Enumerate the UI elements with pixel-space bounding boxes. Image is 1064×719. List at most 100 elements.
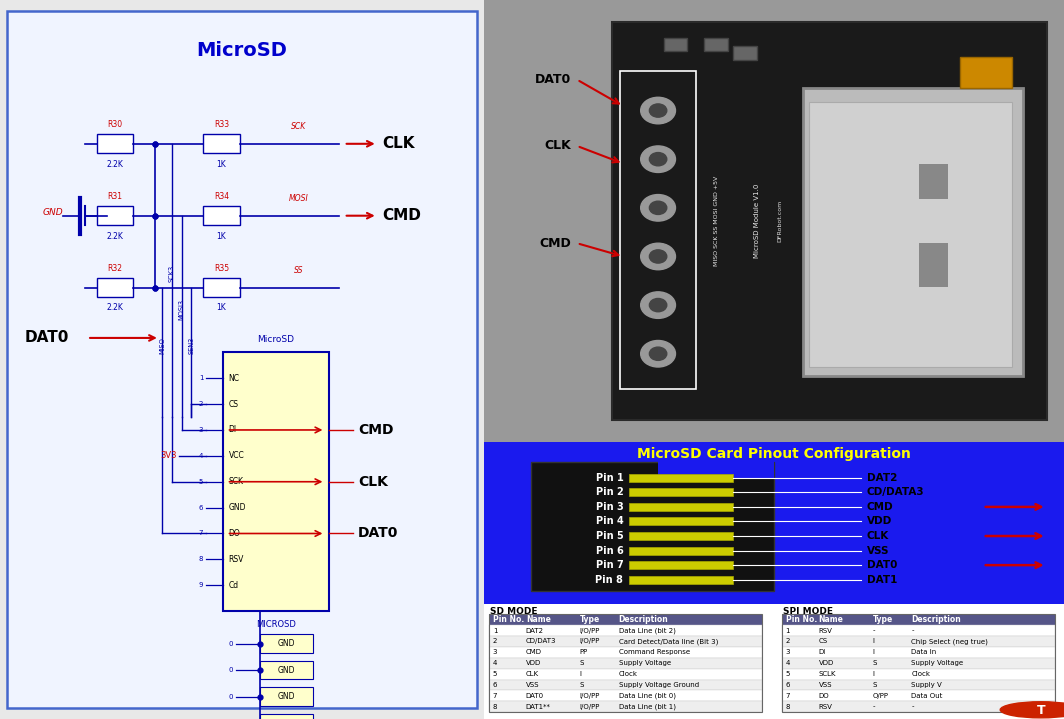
Text: Pin 3: Pin 3 [596,502,624,512]
Circle shape [649,249,667,263]
Bar [260,714,313,719]
Text: DAT0: DAT0 [24,331,68,345]
Text: MicroSD Card Pinout Configuration: MicroSD Card Pinout Configuration [637,446,911,460]
Text: DO: DO [818,693,829,699]
Text: Description: Description [912,615,961,624]
Text: VSS: VSS [818,682,832,688]
Text: I/O/PP: I/O/PP [580,638,600,644]
Text: 1: 1 [493,628,497,633]
Text: 7: 7 [199,531,203,536]
Bar [629,503,733,511]
Text: Pin 6: Pin 6 [596,546,624,556]
Text: 8: 8 [493,704,497,710]
Bar [803,88,1024,376]
Bar [488,701,763,712]
Text: DAT0: DAT0 [867,560,897,570]
Bar [488,658,763,669]
Bar [629,532,733,540]
Text: VSS: VSS [526,682,539,688]
Bar [629,561,733,569]
Text: 6: 6 [785,682,791,688]
Bar [919,164,948,199]
Bar [488,614,763,626]
Text: 9: 9 [199,582,203,588]
Text: -: - [912,704,914,710]
Text: 8: 8 [199,557,203,562]
Text: DAT1**: DAT1** [526,704,551,710]
Bar [260,634,313,653]
Text: Data Line (bit 2): Data Line (bit 2) [618,628,676,634]
Circle shape [649,152,667,166]
Text: Supply Voltage: Supply Voltage [618,660,670,667]
Text: 2.2K: 2.2K [106,303,123,313]
Text: R32: R32 [107,264,122,273]
Bar [733,47,757,60]
Text: R34: R34 [214,192,229,201]
Text: 5: 5 [785,671,791,677]
Text: 1: 1 [785,628,791,633]
Text: MOSI3: MOSI3 [179,298,184,320]
Text: 2: 2 [199,401,203,407]
Text: CMD: CMD [867,502,894,512]
Text: DO: DO [229,529,240,538]
Bar [658,459,775,478]
Text: VDD: VDD [526,660,541,667]
Text: DFRobot.com: DFRobot.com [778,200,782,242]
Text: DAT2: DAT2 [526,628,544,633]
Bar [97,134,133,153]
Text: CS: CS [818,638,828,644]
Text: I: I [872,638,875,644]
Text: I/O/PP: I/O/PP [580,693,600,699]
Circle shape [641,292,676,319]
Bar [782,647,1055,658]
Circle shape [641,146,676,173]
Text: CLK: CLK [359,475,388,489]
Text: SCK: SCK [229,477,244,486]
Bar [809,101,1012,367]
Text: 4: 4 [785,660,791,667]
Text: Clock: Clock [912,671,930,677]
Text: GND: GND [43,208,63,216]
Text: MicroSD: MicroSD [197,41,287,60]
Bar [782,690,1055,701]
Circle shape [649,201,667,214]
Text: DAT0: DAT0 [359,526,399,541]
Text: R35: R35 [214,264,229,273]
Text: I: I [872,671,875,677]
Bar [620,70,696,389]
Text: Supply Voltage Ground: Supply Voltage Ground [618,682,699,688]
Bar [612,22,1047,420]
Text: S: S [872,660,877,667]
Text: I: I [872,649,875,655]
Bar [260,661,313,679]
Bar [488,647,763,658]
Text: CD/DATA3: CD/DATA3 [867,487,925,498]
Text: SCK: SCK [292,122,306,131]
Text: Name: Name [526,615,551,624]
Text: Pin 7: Pin 7 [596,560,624,570]
Bar [488,626,763,636]
Bar [960,58,1012,88]
Text: Supply Voltage: Supply Voltage [912,660,964,667]
Bar [782,626,1055,636]
Text: 0: 0 [229,667,233,673]
Text: I/O/PP: I/O/PP [580,628,600,633]
Text: 3: 3 [493,649,497,655]
Text: SEN3: SEN3 [188,336,195,354]
Circle shape [649,104,667,117]
Text: GND: GND [229,503,246,512]
Text: CLK: CLK [545,139,571,152]
Text: S: S [580,660,584,667]
Text: 6: 6 [493,682,497,688]
Text: DI: DI [818,649,826,655]
Text: 5: 5 [493,671,497,677]
Text: SS: SS [294,265,303,275]
Text: DAT1: DAT1 [867,574,897,585]
Text: DAT0: DAT0 [526,693,544,699]
Circle shape [649,347,667,360]
Bar [782,658,1055,669]
Text: 5: 5 [199,479,203,485]
Circle shape [641,341,676,367]
Text: 0: 0 [229,694,233,700]
Bar [203,206,239,225]
